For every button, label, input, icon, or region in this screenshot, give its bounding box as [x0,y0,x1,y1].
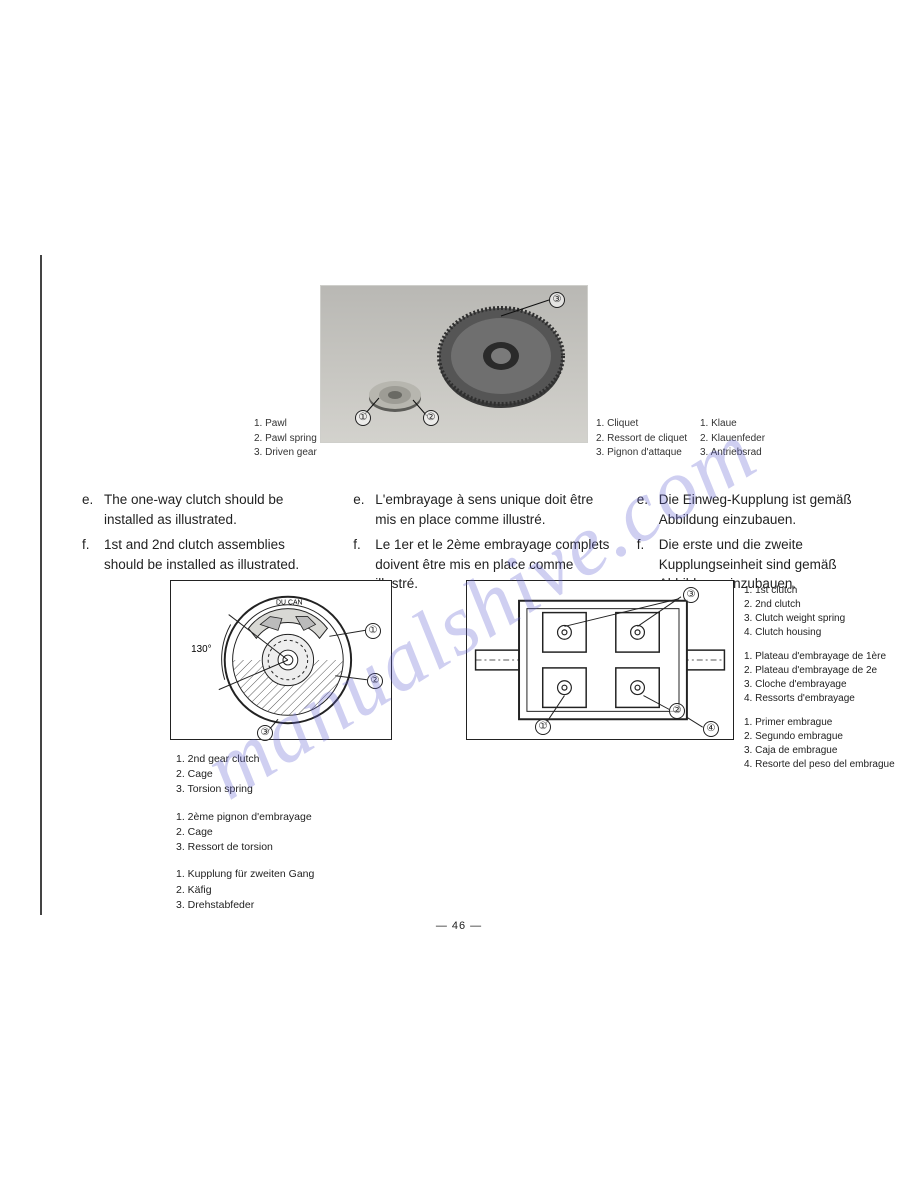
label: 1. Cliquet [596,417,687,432]
label: 3. Cloche d'embrayage [744,678,904,692]
list-item: e. Die Einweg-Kupplung ist gemäß Abbildu… [637,490,882,529]
callout-1: ① [535,719,551,735]
binding-edge [40,255,42,915]
label: 3. Ressort de torsion [176,840,406,855]
item-text: L'embrayage à sens unique doit être mis … [375,490,611,529]
callout-2: ② [367,673,383,689]
label: 4. Clutch housing [744,626,904,640]
label: 3. Clutch weight spring [744,612,904,626]
label: 3. Driven gear [254,446,317,461]
labels-fr: 1. Plateau d'embrayage de 1ère 2. Platea… [744,650,904,706]
gear-photo: ③ ① ② [320,285,588,443]
label: 1. Primer embrague [744,716,904,730]
label: 2. Segundo embrague [744,730,904,744]
labels-fr: 1. 2ème pignon d'embrayage 2. Cage 3. Re… [176,810,406,856]
item-letter: f. [82,535,96,574]
label: 3. Caja de embrague [744,744,904,758]
item-letter: e. [637,490,651,529]
item-letter: e. [353,490,367,529]
labels-es: 1. Primer embrague 2. Segundo embrague 3… [744,716,904,772]
label: 2. Ressort de cliquet [596,432,687,447]
label: 3. Pignon d'attaque [596,446,687,461]
page-number: — 46 — [0,920,918,932]
callout-3: ③ [257,725,273,741]
labels-en: 1. 2nd gear clutch 2. Cage 3. Torsion sp… [176,752,406,798]
label: 2. Plateau d'embrayage de 2e [744,664,904,678]
top-labels-en: 1. Pawl 2. Pawl spring 3. Driven gear [254,417,317,461]
clutch-block-diagram [467,581,733,739]
callout-1: ① [355,410,371,426]
callout-4: ④ [703,721,719,737]
callout-3: ③ [549,292,565,308]
list-item: f. 1st and 2nd clutch assemblies should … [82,535,327,574]
label: 2. Cage [176,767,406,782]
figure-right-labels: 1. 1st clutch 2. 2nd clutch 3. Clutch we… [744,584,904,782]
label: 1. 1st clutch [744,584,904,598]
clutch-round-diagram: 130° DU CAN [171,581,391,739]
callout-1: ① [365,623,381,639]
callout-2: ② [669,703,685,719]
list-item: e. L'embrayage à sens unique doit être m… [353,490,611,529]
label: 4. Resorte del peso del embrague [744,758,904,772]
item-letter: e. [82,490,96,529]
label: 3. Drehstabfeder [176,898,406,913]
list-item: e. The one-way clutch should be installe… [82,490,327,529]
figure-left-labels: 1. 2nd gear clutch 2. Cage 3. Torsion sp… [176,752,406,925]
figure-clutch-round: 130° DU CAN ① ② ③ [170,580,392,740]
label: 1. 2ème pignon d'embrayage [176,810,406,825]
label: 4. Ressorts d'embrayage [744,692,904,706]
label: 3. Torsion spring [176,782,406,797]
angle-label: 130° [191,644,211,655]
label: 1. Pawl [254,417,317,432]
top-labels-de: 1. Klaue 2. Klauenfeder 3. Antriebsrad [700,417,765,461]
label: 2. Cage [176,825,406,840]
label: 2. Klauenfeder [700,432,765,447]
label: 1. 2nd gear clutch [176,752,406,767]
brand-label: DU CAN [276,600,302,607]
label: 1. Klaue [700,417,765,432]
labels-de: 1. Kupplung für zweiten Gang 2. Käfig 3.… [176,867,406,913]
label: 2. 2nd clutch [744,598,904,612]
figure-clutch-block: ① ② ③ ④ [466,580,734,740]
labels-en: 1. 1st clutch 2. 2nd clutch 3. Clutch we… [744,584,904,640]
label: 1. Plateau d'embrayage de 1ère [744,650,904,664]
label: 2. Käfig [176,883,406,898]
item-text: Die Einweg-Kupplung ist gemäß Abbildung … [659,490,882,529]
top-labels-fr: 1. Cliquet 2. Ressort de cliquet 3. Pign… [596,417,687,461]
item-text: The one-way clutch should be installed a… [104,490,327,529]
label: 2. Pawl spring [254,432,317,447]
label: 1. Kupplung für zweiten Gang [176,867,406,882]
callout-3: ③ [683,587,699,603]
manual-page: ③ ① ② 1. Pawl 2. Pawl spring 3. Driven g… [0,0,918,1188]
item-text: 1st and 2nd clutch assemblies should be … [104,535,327,574]
callout-2: ② [423,410,439,426]
label: 3. Antriebsrad [700,446,765,461]
